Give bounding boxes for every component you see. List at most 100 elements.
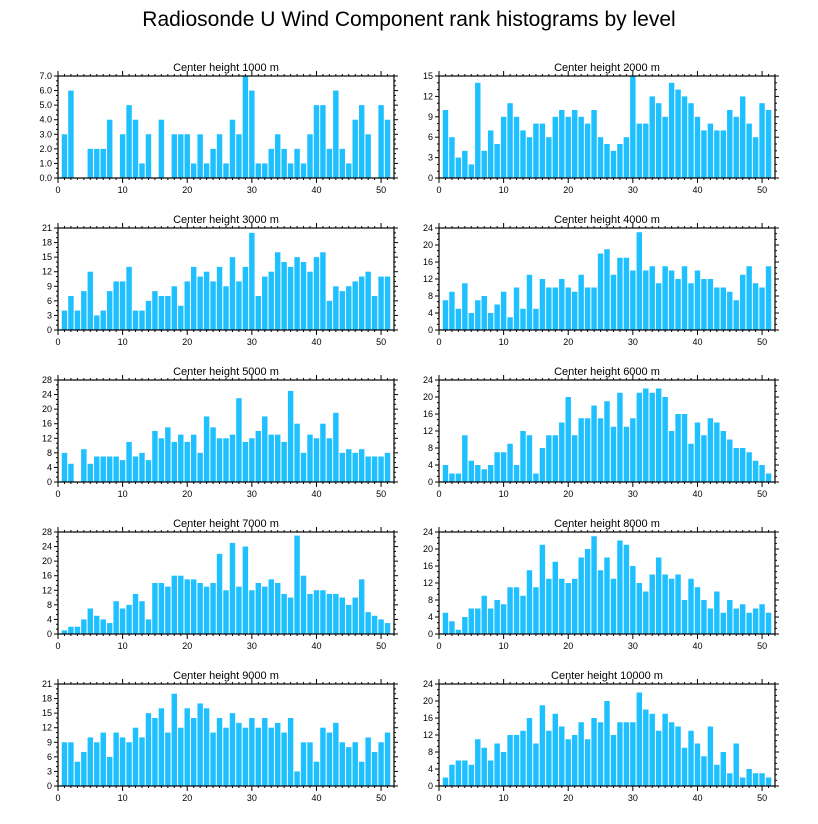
bar bbox=[546, 287, 552, 330]
y-tick-label: 3 bbox=[47, 310, 52, 320]
y-tick-label: 4 bbox=[428, 764, 433, 774]
bar bbox=[584, 123, 591, 178]
bar bbox=[591, 405, 597, 482]
bar bbox=[333, 593, 339, 634]
bar bbox=[636, 692, 643, 786]
bar bbox=[152, 431, 158, 482]
bar bbox=[126, 742, 132, 786]
y-tick-label: 15 bbox=[423, 71, 433, 81]
bar bbox=[739, 777, 746, 786]
bar bbox=[197, 452, 203, 482]
bar bbox=[604, 701, 610, 786]
y-tick-label: 1.0 bbox=[39, 158, 52, 168]
bar bbox=[190, 718, 197, 786]
bar bbox=[333, 90, 339, 178]
bar bbox=[281, 593, 287, 634]
bar bbox=[739, 448, 746, 482]
bar bbox=[229, 542, 236, 634]
bar bbox=[765, 777, 772, 786]
y-tick-label: 3 bbox=[47, 766, 52, 776]
bar bbox=[94, 615, 100, 634]
y-tick-label: 28 bbox=[42, 375, 52, 385]
bar bbox=[552, 435, 559, 482]
bar bbox=[759, 773, 765, 786]
y-tick-label: 4 bbox=[428, 612, 433, 622]
bar bbox=[184, 579, 190, 634]
bar bbox=[145, 713, 152, 786]
bar bbox=[746, 769, 752, 786]
bar bbox=[313, 105, 320, 178]
bar bbox=[281, 732, 287, 786]
bar bbox=[662, 266, 668, 330]
bar bbox=[526, 570, 533, 634]
x-tick-label: 50 bbox=[376, 337, 386, 347]
y-tick-label: 24 bbox=[423, 527, 433, 537]
x-tick-label: 0 bbox=[55, 641, 60, 651]
bar bbox=[714, 764, 720, 786]
bar bbox=[287, 390, 294, 482]
y-tick-label: 12 bbox=[42, 433, 52, 443]
bar bbox=[610, 426, 617, 482]
x-tick-label: 30 bbox=[247, 337, 257, 347]
bar bbox=[262, 586, 268, 634]
bar bbox=[681, 747, 688, 786]
bar bbox=[262, 163, 268, 178]
bar bbox=[87, 148, 94, 178]
bar bbox=[552, 116, 559, 178]
bar bbox=[675, 279, 681, 330]
y-tick-label: 0.0 bbox=[39, 173, 52, 183]
bar bbox=[346, 286, 352, 330]
bar bbox=[242, 76, 249, 178]
bar bbox=[759, 103, 765, 178]
bar bbox=[571, 435, 578, 482]
bar bbox=[468, 764, 475, 786]
bar bbox=[752, 137, 759, 178]
bar bbox=[688, 730, 694, 786]
y-tick-label: 8 bbox=[428, 443, 433, 453]
x-tick-label: 40 bbox=[692, 337, 702, 347]
bar bbox=[675, 574, 681, 634]
bar bbox=[281, 441, 287, 482]
bar bbox=[578, 274, 584, 330]
bar bbox=[513, 735, 520, 786]
bar bbox=[733, 743, 739, 786]
bar bbox=[668, 82, 675, 178]
x-tick-label: 0 bbox=[436, 185, 441, 195]
bar bbox=[307, 742, 313, 786]
y-tick-label: 8 bbox=[428, 595, 433, 605]
x-tick-label: 40 bbox=[311, 185, 321, 195]
bar bbox=[701, 756, 707, 786]
x-tick-label: 20 bbox=[563, 489, 573, 499]
bar bbox=[655, 283, 662, 330]
bar bbox=[455, 760, 462, 786]
bar bbox=[720, 752, 727, 786]
bar bbox=[184, 441, 190, 482]
y-tick-label: 15 bbox=[42, 708, 52, 718]
x-tick-label: 30 bbox=[628, 793, 638, 803]
bar bbox=[365, 737, 371, 786]
panel-title: Center height 3000 m bbox=[173, 214, 279, 226]
bar bbox=[571, 578, 578, 634]
bar bbox=[520, 431, 526, 482]
bar bbox=[339, 742, 346, 786]
bar bbox=[500, 116, 507, 178]
y-tick-label: 9 bbox=[428, 112, 433, 122]
bar bbox=[61, 630, 68, 634]
y-tick-label: 20 bbox=[42, 404, 52, 414]
bar bbox=[475, 300, 481, 330]
bar bbox=[526, 274, 533, 330]
bar bbox=[132, 310, 139, 330]
bar bbox=[333, 722, 339, 786]
bar bbox=[707, 726, 714, 786]
bar bbox=[520, 308, 526, 330]
bar bbox=[178, 575, 184, 634]
bar bbox=[746, 266, 752, 330]
bar bbox=[649, 392, 655, 482]
bar bbox=[61, 452, 68, 482]
bar bbox=[701, 600, 707, 634]
panel-title: Center height 6000 m bbox=[554, 366, 660, 378]
y-tick-label: 28 bbox=[42, 527, 52, 537]
bar bbox=[727, 600, 733, 634]
bar bbox=[171, 441, 178, 482]
x-tick-label: 10 bbox=[499, 793, 509, 803]
